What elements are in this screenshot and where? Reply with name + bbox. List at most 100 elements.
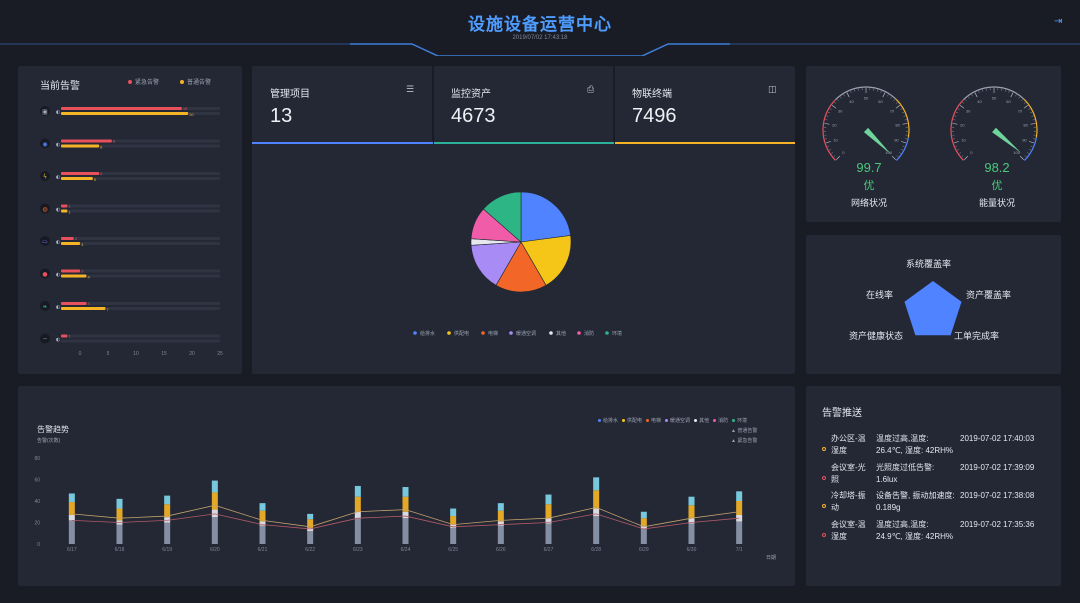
push-time: 2019-07-02 17:38:08 (960, 491, 1035, 500)
pie-slice-供配电 (520, 235, 572, 286)
trend-line-legend-normal: ▲ 普通告警 (731, 428, 758, 434)
alarm-urgent-label: 1 (68, 204, 71, 209)
alarm-trend-chart: 0 20 40 60 80 6/17 6/18 6/19 6/20 6/21 6/22 6/23 6/2… (34, 456, 742, 553)
gauge-tick (959, 105, 965, 109)
trend-legend-item: 其他 (694, 418, 709, 424)
alarm-row-icon-bg (40, 138, 50, 149)
alarm-urgent-bar (61, 334, 68, 338)
stat-value-projects: 13 (270, 105, 293, 127)
gauge-tick (854, 89, 856, 92)
alarm-normal-bar (61, 177, 93, 180)
logout-icon[interactable]: ⇥ (1054, 16, 1063, 27)
alarm-urgent-label: 6 (100, 171, 103, 176)
stat-underline-assets (434, 142, 614, 144)
gauge-tick (901, 141, 907, 144)
gauge-tick-label: 60 (878, 99, 883, 104)
push-location: 冷却塔-振动 (831, 491, 866, 512)
gauge-tick-label: 30 (838, 109, 843, 114)
trend-bar-环境 (259, 503, 266, 511)
alarm-push-item[interactable]: 会议室-光照 光照度过低告警: 1.6lux 2019-07-02 17:39:09 (818, 462, 1068, 488)
gauge-tick (968, 96, 970, 99)
trend-bar-给排水 (545, 523, 552, 544)
trend-bar-消防 (593, 508, 600, 517)
pie-legend-label: 电梯 (488, 330, 498, 337)
alarm-legend-urgent: 紧急告警 (128, 77, 159, 86)
gauge-tick (834, 102, 837, 104)
gauge-tick-label: 70 (890, 109, 895, 114)
alarm-urgent-bar (61, 172, 100, 175)
trend-bar-环境 (354, 485, 361, 497)
push-status-dot (822, 447, 826, 451)
trend-x-tick: 6/29 (639, 547, 649, 553)
pie-legend-dot (447, 331, 451, 335)
trend-bar-消防 (450, 524, 457, 528)
alarm-row-icon-bg (40, 203, 50, 214)
trend-bar-给排水 (211, 517, 218, 544)
radar-label-asset-health: 资产健康状态 (849, 331, 904, 341)
trend-bar-环境 (497, 503, 504, 511)
gauge-tick (952, 123, 958, 125)
pie-legend-dot (577, 331, 581, 335)
trend-bar-暖通空调 (354, 496, 361, 512)
trend-bar-消防 (402, 511, 409, 519)
pie-legend-label: 暖通空调 (516, 330, 536, 337)
trend-bar-给排水 (259, 525, 266, 544)
alarm-row-icon-bg (40, 106, 50, 116)
alarm-push-item[interactable]: 冷却塔-振动 设备告警, 振动加速度: 0.189g 2019-07-02 17:3… (818, 490, 1068, 516)
gauge-needle (863, 127, 892, 155)
push-time: 2019-07-02 17:35:36 (960, 519, 1035, 529)
gauge-tick (1008, 90, 1010, 93)
gauge-arc-segment (822, 99, 837, 161)
gauge-energy-name: 能量状况 (978, 198, 1015, 208)
gauge-tick (827, 111, 830, 114)
gauge-tick-label: 50 (992, 96, 997, 101)
trend-legend-item: 供配电 (622, 418, 642, 424)
gauge-tick (876, 89, 878, 92)
trend-bar-环境 (545, 494, 552, 505)
gauge-tick (900, 149, 903, 151)
alarm-normal-bar (61, 307, 106, 310)
alarm-push-item[interactable]: 会议室-温湿度 温度过高,温度: 24.9℃, 湿度: 42RH% 2019-07-… (818, 519, 1068, 545)
trend-y-tick: 80 (34, 456, 40, 462)
trend-bar-环境 (68, 493, 75, 503)
trend-x-tick: 6/26 (496, 547, 506, 553)
alarm-urgent-label: 1 (68, 334, 71, 339)
push-description: 温度过高,温度: 26.4℃, 湿度: 42RH% (876, 434, 954, 455)
trend-x-tick: 6/27 (544, 547, 554, 553)
trend-x-tick: 6/22 (305, 547, 315, 553)
gauge-tick (826, 115, 829, 117)
alarm-normal-bar (61, 112, 189, 115)
gauge-tick-label: 80 (895, 122, 900, 127)
line-legend-normal-label: 普通告警 (737, 428, 758, 434)
gauge-tick (965, 99, 967, 101)
gauge-tick-label: 90 (1022, 137, 1027, 142)
pie-slice-给排水 (520, 191, 571, 243)
alarm-push-item[interactable]: 办公区-温湿度 温度过高,温度: 26.4℃, 湿度: 42RH% 2019-07-… (818, 433, 1068, 459)
gauge-tick (1026, 152, 1029, 154)
gauge-energy-level: 优 (991, 180, 1003, 192)
alarm-track (61, 204, 220, 208)
trend-bar-消防 (164, 517, 171, 523)
radar-label-system: 系统覆盖率 (906, 259, 952, 269)
gauge-tick (1023, 102, 1026, 104)
gauge-tick (902, 145, 905, 147)
gauge-tick (898, 152, 901, 154)
alarm-normal-label: 6 (100, 145, 103, 150)
trend-x-tick: 6/30 (687, 547, 697, 553)
gauge-arc-segment (835, 86, 897, 101)
gauge-tick (959, 152, 962, 154)
gauge-tick (1031, 115, 1034, 117)
alarm-row-icon-bg (40, 268, 50, 279)
trend-bar-消防 (354, 511, 361, 519)
alarm-normal-bar (61, 209, 68, 213)
gauge-arc-segment (963, 86, 1025, 101)
trend-legend-item: 给排水 (598, 418, 618, 424)
stat-underline-projects (252, 142, 433, 144)
gauge-tick (836, 155, 841, 160)
line-legend-urgent-label: 紧急告警 (737, 438, 758, 444)
gauge-tick (982, 89, 984, 92)
gauge-tick (902, 123, 908, 125)
lightning-icon: ϟ (43, 174, 47, 181)
trend-x-tick: 6/25 (448, 547, 458, 553)
